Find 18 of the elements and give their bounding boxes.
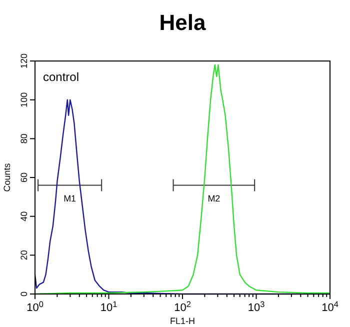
y-tick-label: 80 xyxy=(19,134,29,144)
y-tick-label: 60 xyxy=(19,172,29,183)
x-tick-label: 10$^{3}$ xyxy=(248,300,266,314)
series-label: M1 xyxy=(64,193,76,204)
y-tick-label: 20 xyxy=(19,250,29,260)
x-axis-title: FL1-H xyxy=(170,316,196,326)
chart-title: Hela xyxy=(159,10,206,35)
x-tick-label: 10$^{0}$ xyxy=(26,300,44,314)
y-tick-label: 0 xyxy=(19,291,29,297)
y-tick-label: 100 xyxy=(19,92,29,108)
y-axis-title: Counts xyxy=(2,162,12,192)
series-label: M2 xyxy=(208,193,220,204)
x-tick-label: 10$^{2}$ xyxy=(174,300,192,314)
y-tick-label: 40 xyxy=(19,211,29,222)
annotation: control xyxy=(43,70,80,84)
x-tick-label: 10$^{4}$ xyxy=(322,300,339,314)
y-tick-label: 120 xyxy=(19,53,29,69)
x-tick-label: 10$^{1}$ xyxy=(100,300,118,314)
